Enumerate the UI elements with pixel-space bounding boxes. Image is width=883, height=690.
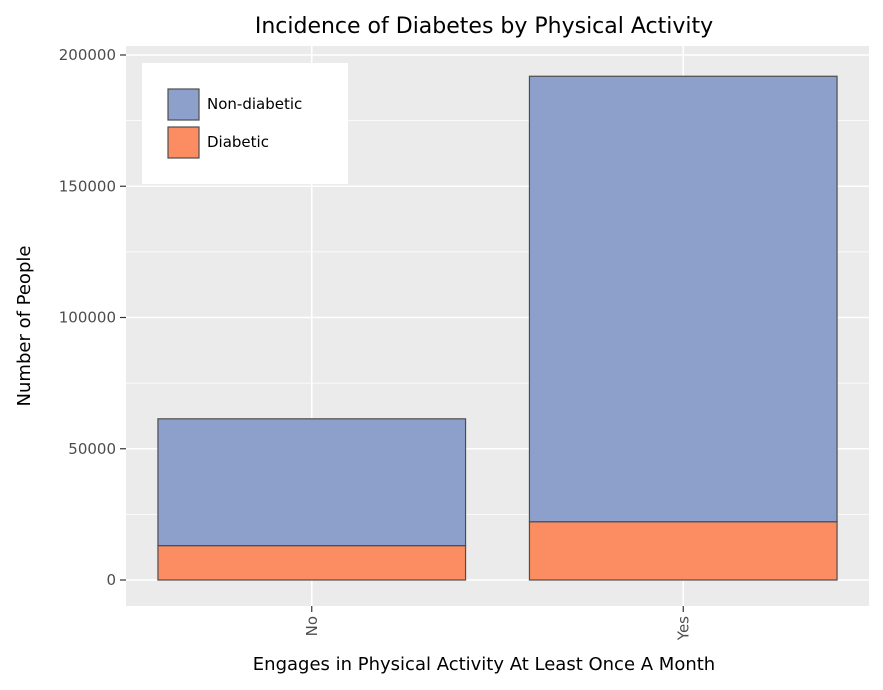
y-axis-title: Number of People	[14, 246, 35, 407]
x-tick-label: Yes	[674, 616, 692, 641]
legend-key-diabetic	[167, 126, 200, 159]
bar-diabetic-no	[157, 545, 467, 581]
chart-title: Incidence of Diabetes by Physical Activi…	[255, 14, 713, 39]
x-axis-title: Engages in Physical Activity At Least On…	[253, 654, 715, 675]
legend-key-non-diabetic	[167, 88, 200, 121]
bar-non-diabetic-no	[157, 418, 467, 547]
x-axis: No Yes	[303, 606, 692, 641]
bars	[157, 75, 838, 581]
y-tick-label: 100000	[59, 309, 116, 327]
y-axis: 0 50000 100000 150000 200000	[59, 46, 126, 589]
y-tick-label: 150000	[59, 177, 116, 195]
bar-diabetic-yes	[528, 521, 838, 581]
bar-non-diabetic-yes	[528, 75, 838, 523]
legend-label-diabetic: Diabetic	[207, 133, 269, 151]
legend-background	[142, 63, 348, 184]
y-tick-label: 0	[106, 571, 116, 589]
legend-label-non-diabetic: Non-diabetic	[207, 95, 302, 113]
y-tick-label: 50000	[68, 440, 116, 458]
y-tick-label: 200000	[59, 46, 116, 64]
x-tick-label: No	[303, 616, 321, 636]
legend: Non-diabetic Diabetic	[142, 63, 348, 184]
